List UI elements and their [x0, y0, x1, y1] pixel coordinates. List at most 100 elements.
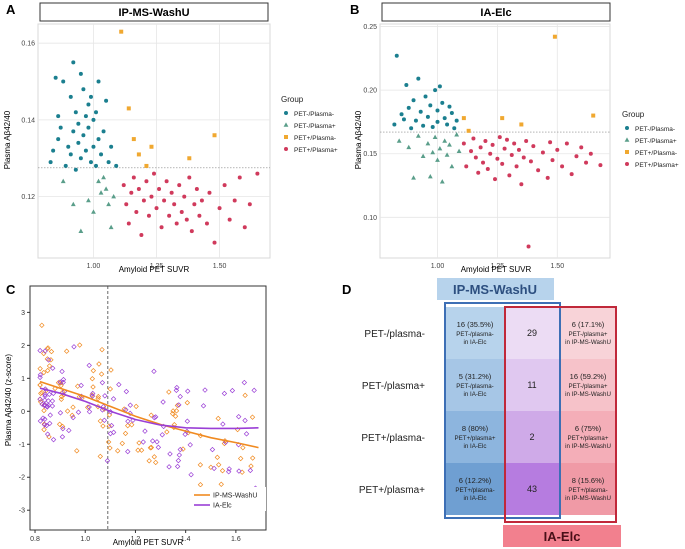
right-cell-subtext: PET-/plasma+: [568, 383, 607, 390]
panel-b-data-point: [507, 173, 512, 178]
panel-c-xlabel: Amyloid PET SUVR: [113, 538, 184, 547]
panel-c-data-point: [166, 464, 172, 470]
panel-c-data-point: [177, 393, 183, 400]
panel-c-data-point: [160, 399, 166, 405]
panel-a-data-point: [91, 144, 96, 149]
panel-c-data-point: [164, 429, 170, 435]
panel-c-data-point: [90, 367, 97, 374]
panel-a-data-point: [91, 209, 96, 214]
panel-c-x-tick-label: 0.8: [30, 536, 40, 543]
panel-a-data-point: [76, 140, 81, 145]
panel-a-data-point: [144, 163, 149, 168]
panel-c-data-point: [95, 393, 102, 400]
panel-c-data-point: [184, 418, 191, 424]
panel-c-data-point: [41, 401, 48, 408]
panel-a-data-point: [106, 201, 112, 207]
panel-a-data-point: [124, 202, 129, 207]
panel-c-data-point: [70, 404, 76, 410]
panel-a-data-point: [212, 240, 217, 245]
panel-c-data-point: [43, 422, 50, 429]
panel-c-data-point: [151, 454, 158, 460]
left-cell-value: 16 (35.5%): [457, 320, 494, 329]
panel-b-data-point: [437, 84, 442, 89]
panel-a-data-point: [139, 232, 144, 237]
panel-c-data-point: [202, 387, 208, 393]
panel-c-data-point: [57, 410, 64, 416]
panel-c-ylabel: Plasma Aβ42/40 (z-score): [4, 354, 13, 447]
panel-c-data-point: [42, 393, 48, 399]
panel-a-data-point: [68, 152, 73, 157]
panel-b-data-point: [469, 149, 474, 154]
panel-a-data-point: [111, 194, 117, 199]
panel-c-data-point: [159, 432, 165, 438]
panel-c-data-point: [44, 403, 50, 409]
panel-c-x-tick-label: 1.0: [80, 536, 90, 543]
panel-c-data-point: [58, 393, 65, 400]
panel-c-data-point: [247, 467, 254, 474]
panel-a-data-point: [199, 198, 204, 203]
panel-c-data-point: [37, 374, 43, 381]
panel-a-data-point: [109, 144, 114, 149]
panel-b-data-point: [449, 163, 455, 169]
panel-c-data-point: [102, 393, 108, 399]
header-right-box: [503, 525, 621, 547]
panel-c-legend-label: IP-MS-WashU: [213, 493, 257, 500]
panel-a-data-point: [88, 160, 93, 165]
panel-b-data-point: [404, 83, 409, 88]
panel-a-data-point: [242, 225, 247, 230]
panel-b-legend-title: Group: [622, 110, 645, 119]
panel-c-data-point: [107, 386, 114, 392]
panel-b-data-point: [413, 118, 418, 123]
right-cell-value: 6 (75%): [575, 424, 602, 433]
right-cell-subtext: in IP-MS-WashU: [565, 339, 611, 346]
panel-b-data-point: [497, 135, 502, 140]
panel-b-data-point: [591, 113, 596, 118]
panel-b-data-point: [466, 128, 471, 133]
panel-a-legend-title: Group: [281, 95, 304, 104]
panel-b-data-point: [598, 163, 603, 168]
panel-a-data-point: [237, 175, 242, 180]
panel-a-label: A: [6, 2, 16, 17]
panel-a-data-point: [167, 213, 172, 218]
panel-c-data-point: [99, 346, 105, 353]
panel-a-data-point: [149, 144, 154, 149]
panel-c-data-point: [200, 403, 207, 409]
panel-c-data-point: [37, 347, 43, 354]
panel-c-data-point: [174, 463, 181, 470]
panel-c-y-tick-label: 0: [21, 409, 25, 416]
panel-a-legend-key: [284, 111, 288, 115]
panel-c-data-point: [240, 445, 246, 451]
panel-a-x-tick-label: 1.25: [150, 263, 164, 270]
panel-b-data-point: [428, 103, 433, 108]
panel-c-data-point: [110, 396, 117, 402]
panel-a-data-point: [76, 121, 81, 126]
panel-a-data-point: [207, 190, 212, 195]
row-label: PET+/plasma-: [361, 433, 425, 444]
panel-a-data-point: [152, 171, 156, 176]
panel-a-data-point: [106, 160, 111, 165]
panel-c-data-point: [44, 367, 51, 374]
panel-b-data-point: [411, 98, 416, 103]
panel-c-data-point: [167, 451, 173, 457]
panel-a-data-point: [187, 175, 192, 180]
panel-c-data-point: [78, 382, 84, 389]
panel-c-data-point: [48, 348, 55, 355]
panel-b-data-point: [521, 155, 526, 160]
panel-b-data-point: [574, 154, 579, 159]
panel-b-y-tick-label: 0.20: [363, 88, 377, 95]
panel-a-data-point: [164, 179, 169, 184]
panel-a-data-point: [184, 217, 189, 222]
panel-c-data-point: [221, 390, 228, 397]
panel-a-data-point: [53, 75, 58, 80]
panel-c-data-point: [148, 412, 154, 418]
panel-d-rows: PET-/plasma- 16 (35.5%) PET-/plasma-in IA-…: [359, 307, 616, 515]
panel-c-data-point: [90, 384, 96, 390]
panel-c-data-point: [211, 465, 217, 472]
panel-c-data-point: [226, 466, 232, 472]
panel-d-label: D: [342, 282, 351, 297]
panel-b-data-point: [406, 105, 411, 110]
panel-a-legend: Group PET-/Plasma- PET-/Plasma+ PET+/Plasma…: [281, 95, 338, 154]
panel-c-data-point: [96, 361, 102, 367]
panel-c-y-tick-label: 1: [21, 376, 25, 383]
panel-b-data-point: [512, 141, 517, 146]
